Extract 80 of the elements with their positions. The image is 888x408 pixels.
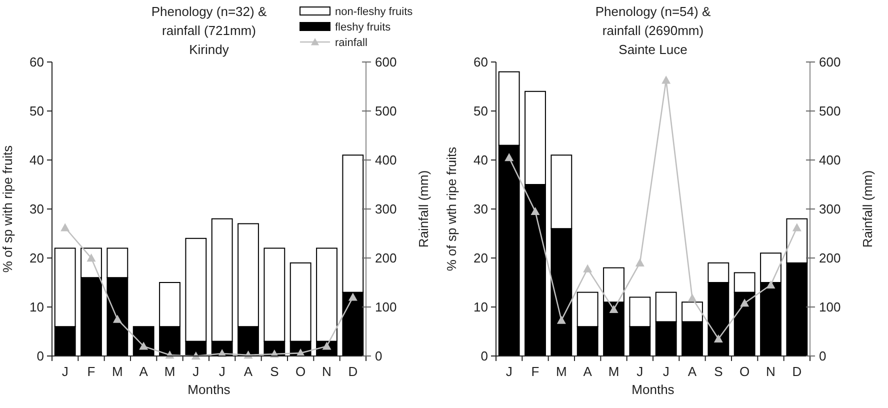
y2-tick-label: 500 bbox=[819, 104, 841, 119]
x-tick-label: J bbox=[662, 364, 670, 379]
legend-label: fleshy fruits bbox=[335, 21, 392, 34]
y2-tick-label: 600 bbox=[819, 54, 841, 70]
x-tick-label: F bbox=[87, 364, 96, 379]
y2-tick-label: 100 bbox=[819, 300, 841, 315]
x-axis-title: Months bbox=[188, 382, 231, 397]
chart-title: Phenology (n=54) & rainfall (2690mm) Sainte Luce bbox=[595, 4, 711, 57]
x-tick-label: J bbox=[636, 364, 644, 379]
y-tick-label: 0 bbox=[36, 348, 44, 364]
y2-tick-label: 600 bbox=[375, 54, 397, 70]
y-tick-label: 50 bbox=[474, 104, 488, 119]
point bbox=[139, 342, 148, 350]
y-tick-label: 60 bbox=[474, 54, 488, 70]
x-tick-label: O bbox=[296, 364, 306, 379]
point bbox=[766, 280, 776, 289]
x-tick-label: N bbox=[766, 364, 776, 379]
x-tick-label: A bbox=[583, 364, 592, 379]
legend-label: rainfall bbox=[335, 36, 368, 49]
y2-tick-label: 200 bbox=[375, 250, 397, 266]
x-tick-label: D bbox=[792, 364, 802, 379]
point bbox=[740, 298, 750, 307]
x-tick-label: J bbox=[192, 364, 200, 379]
y-tick-label: 30 bbox=[474, 202, 488, 217]
y-axis-title: % of sp wth ripe fruits bbox=[444, 146, 459, 272]
point bbox=[86, 254, 96, 262]
y2-tick-label: 400 bbox=[375, 152, 397, 168]
point bbox=[530, 206, 540, 216]
x-tick-label: A bbox=[688, 364, 697, 379]
y2-tick-label: 0 bbox=[375, 348, 382, 364]
x-tick-label: M bbox=[164, 364, 176, 379]
y-tick-label: 0 bbox=[480, 348, 488, 364]
point bbox=[792, 223, 802, 232]
y2-tick-label: 200 bbox=[819, 250, 841, 266]
x-tick-label: M bbox=[608, 364, 620, 379]
x-tick-label: M bbox=[556, 364, 567, 379]
y2-tick-label: 100 bbox=[375, 300, 397, 315]
y-tick-label: 40 bbox=[30, 152, 44, 168]
x-tick-label: A bbox=[139, 364, 148, 379]
x-tick-label: M bbox=[112, 364, 123, 379]
y-tick-label: 20 bbox=[474, 250, 488, 266]
point bbox=[688, 294, 697, 302]
y-tick-label: 10 bbox=[30, 300, 44, 315]
y-tick-label: 50 bbox=[30, 104, 44, 119]
y2-tick-label: 400 bbox=[819, 152, 841, 168]
point bbox=[662, 76, 671, 84]
point bbox=[504, 153, 514, 162]
y2-tick-label: 0 bbox=[819, 348, 826, 364]
x-tick-label: J bbox=[506, 364, 512, 379]
point bbox=[556, 316, 566, 324]
point bbox=[112, 314, 122, 323]
x-tick-label: J bbox=[218, 364, 226, 379]
point bbox=[714, 334, 723, 342]
y-tick-label: 20 bbox=[30, 250, 44, 266]
y-axis-title: % of sp with ripe fruits bbox=[0, 144, 15, 273]
y2-axis-title: Rainfall (mm) bbox=[860, 170, 875, 248]
x-tick-label: A bbox=[244, 364, 253, 379]
point bbox=[60, 223, 70, 232]
point bbox=[348, 292, 358, 301]
x-tick-label: S bbox=[714, 364, 724, 379]
y2-tick-label: 500 bbox=[375, 104, 397, 119]
x-tick-label: J bbox=[62, 364, 68, 379]
y2-axis-title: Rainfall (mm) bbox=[416, 170, 431, 248]
chart-title: Phenology (n=32) & rainfall (721mm) Kirindy bbox=[151, 4, 267, 57]
x-tick-label: N bbox=[322, 364, 332, 379]
x-axis-title: Months bbox=[632, 382, 675, 397]
point bbox=[583, 264, 592, 272]
y-tick-label: 10 bbox=[474, 300, 488, 315]
point bbox=[635, 258, 644, 266]
x-tick-label: O bbox=[740, 364, 750, 379]
y-tick-label: 40 bbox=[474, 152, 488, 168]
y-tick-label: 60 bbox=[30, 54, 44, 70]
y2-tick-label: 300 bbox=[375, 202, 397, 217]
x-tick-label: D bbox=[348, 364, 358, 379]
x-tick-label: F bbox=[531, 364, 540, 379]
y-tick-label: 30 bbox=[30, 202, 44, 217]
legend-label: non-fleshy fruits bbox=[335, 6, 414, 18]
y2-tick-label: 300 bbox=[819, 202, 841, 217]
x-tick-label: S bbox=[270, 364, 280, 379]
point bbox=[609, 304, 618, 314]
